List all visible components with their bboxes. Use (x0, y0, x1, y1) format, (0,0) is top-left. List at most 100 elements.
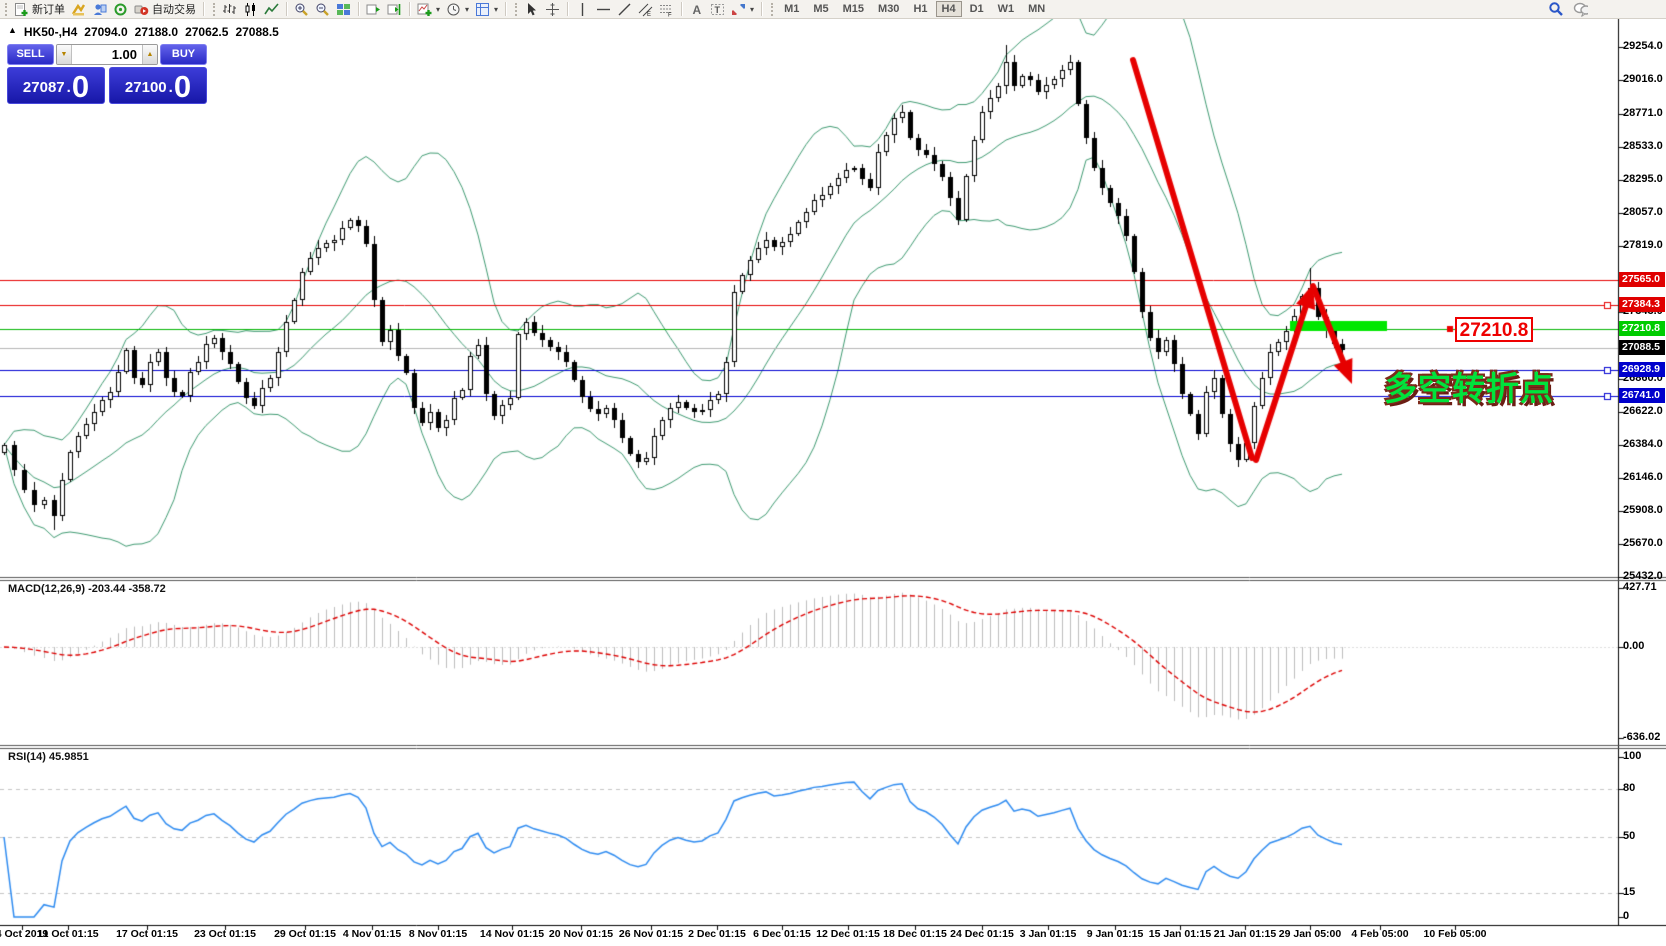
price-badge: 27565.0 (1619, 272, 1665, 287)
arrows-icon (731, 2, 746, 17)
periods-button[interactable]: ▾ (443, 1, 472, 18)
toolbar-grip[interactable] (512, 2, 518, 16)
cursor-icon (524, 2, 539, 17)
buy-button[interactable]: BUY (160, 44, 207, 65)
axis-tick-label: 25908.0 (1623, 504, 1663, 516)
volume-decrease-button[interactable]: ▼ (57, 45, 72, 64)
autotrading-button[interactable]: 自动交易 (131, 1, 199, 18)
toolbar-separator (567, 2, 569, 16)
auto-scroll-button[interactable] (363, 1, 384, 18)
tile-windows-icon (336, 2, 351, 17)
candlestick-chart-button[interactable] (240, 1, 261, 18)
time-tick-label: 11 Oct 01:15 (37, 928, 99, 940)
chevron-down-icon: ▾ (494, 4, 499, 14)
timeframe-group: M1 M5 M15 M30 H1 H4 D1 W1 MN (777, 1, 1052, 17)
toolbar-grip[interactable] (210, 2, 215, 16)
arrows-tool-button[interactable]: ▾ (728, 1, 757, 18)
sell-button[interactable]: SELL (7, 44, 54, 65)
time-tick-label: 17 Oct 01:15 (116, 928, 178, 940)
navigator-button[interactable] (110, 1, 131, 18)
vertical-line-tool-button[interactable] (572, 1, 593, 18)
sell-price-main: 27087 (22, 79, 65, 96)
zoom-out-button[interactable] (312, 1, 333, 18)
time-tick-label: 8 Nov 01:15 (408, 928, 468, 940)
fibonacci-tool-button[interactable]: F (656, 1, 677, 18)
price-badge: 27088.5 (1619, 340, 1665, 355)
text-label-tool-button[interactable]: T (707, 1, 728, 18)
templates-button[interactable]: ▾ (472, 1, 501, 18)
time-tick-label: 10 Feb 05:00 (1423, 928, 1487, 940)
volume-increase-button[interactable]: ▲ (142, 45, 157, 64)
horizontal-line-tool-button[interactable] (593, 1, 614, 18)
axis-tick-label: -636.02 (1623, 731, 1661, 743)
bar-chart-button[interactable] (219, 1, 240, 18)
zoom-out-icon (315, 2, 330, 17)
zoom-in-button[interactable] (291, 1, 312, 18)
axis-tick-label: 427.71 (1623, 581, 1657, 593)
timeframe-m5[interactable]: M5 (807, 1, 834, 17)
data-window-button[interactable] (89, 1, 110, 18)
search-icon[interactable] (1548, 2, 1563, 17)
time-tick-label: 23 Oct 01:15 (194, 928, 256, 940)
toolbar-grip[interactable] (768, 2, 774, 16)
collapse-arrow-icon[interactable]: ▲ (8, 25, 17, 35)
time-tick-label: 21 Jan 01:15 (1213, 928, 1277, 940)
volume-stepper: ▼ ▲ (56, 44, 158, 65)
autotrading-label: 自动交易 (152, 4, 196, 16)
cursor-tool-button[interactable] (521, 1, 542, 18)
timeframe-w1[interactable]: W1 (992, 1, 1021, 17)
equidistant-channel-tool-button[interactable]: E (635, 1, 656, 18)
chevron-down-icon: ▾ (465, 4, 470, 14)
horizontal-line-icon (596, 2, 611, 17)
toolbar-grip[interactable] (2, 2, 7, 16)
text-tool-button[interactable]: A (686, 1, 707, 18)
new-order-button[interactable]: 新订单 (11, 1, 68, 18)
market-watch-button[interactable] (68, 1, 89, 18)
time-tick-label: 20 Nov 01:15 (548, 928, 614, 940)
axis-tick-label: 26384.0 (1623, 438, 1663, 450)
axis-tick-label: 0 (1623, 910, 1630, 922)
toolbar-separator (203, 2, 204, 16)
trendline-tool-button[interactable] (614, 1, 635, 18)
line-chart-button[interactable] (261, 1, 282, 18)
chart-title[interactable]: ▲ HK50-,H4 27094.0 27188.0 27062.5 27088… (8, 25, 279, 39)
crosshair-tool-button[interactable] (542, 1, 563, 18)
timeframe-mn[interactable]: MN (1022, 1, 1051, 17)
buy-price-pip: 0 (173, 69, 192, 104)
buy-price-box[interactable]: 27100 . 0 (109, 67, 207, 104)
ohlc-high: 27188.0 (134, 25, 179, 39)
axis-tick-label: 50 (1623, 830, 1636, 842)
line-chart-icon (264, 2, 279, 17)
timeframe-h4[interactable]: H4 (935, 1, 962, 17)
turning-point-annotation[interactable]: 多空转折点 (1384, 370, 1554, 407)
timeframe-m30[interactable]: M30 (872, 1, 905, 17)
rsi-label: RSI(14) 45.9851 (8, 751, 89, 763)
time-tick-label: 9 Jan 01:15 (1086, 928, 1144, 940)
indicators-button[interactable]: ▾ (414, 1, 443, 18)
volume-input[interactable] (72, 45, 142, 64)
axis-tick-label: 28057.0 (1623, 206, 1663, 218)
time-tick-label: 14 Nov 01:15 (479, 928, 545, 940)
text-label-icon: T (710, 2, 725, 17)
chart-shift-icon (387, 2, 402, 17)
chevron-down-icon: ▾ (750, 4, 755, 14)
navigator-icon (113, 2, 128, 17)
timeframe-d1[interactable]: D1 (964, 1, 990, 17)
time-tick-label: 24 Dec 01:15 (950, 928, 1014, 940)
axis-tick-label: 25670.0 (1623, 537, 1663, 549)
chat-icon[interactable] (1573, 2, 1588, 17)
timeframe-m1[interactable]: M1 (778, 1, 805, 17)
equidistant-channel-icon: E (638, 2, 653, 17)
toolbar-separator (505, 2, 507, 16)
price-level-label[interactable]: 27210.8 (1455, 317, 1533, 342)
axis-tick-label: 28295.0 (1623, 173, 1663, 185)
timeframe-h1[interactable]: H1 (907, 1, 933, 17)
chevron-down-icon: ▾ (436, 4, 441, 14)
sell-price-box[interactable]: 27087 . 0 (7, 67, 105, 104)
sell-price-dot: . (66, 79, 71, 96)
chart-shift-button[interactable] (384, 1, 405, 18)
text-icon: A (689, 2, 704, 17)
tile-windows-button[interactable] (333, 1, 354, 18)
timeframe-m15[interactable]: M15 (837, 1, 870, 17)
